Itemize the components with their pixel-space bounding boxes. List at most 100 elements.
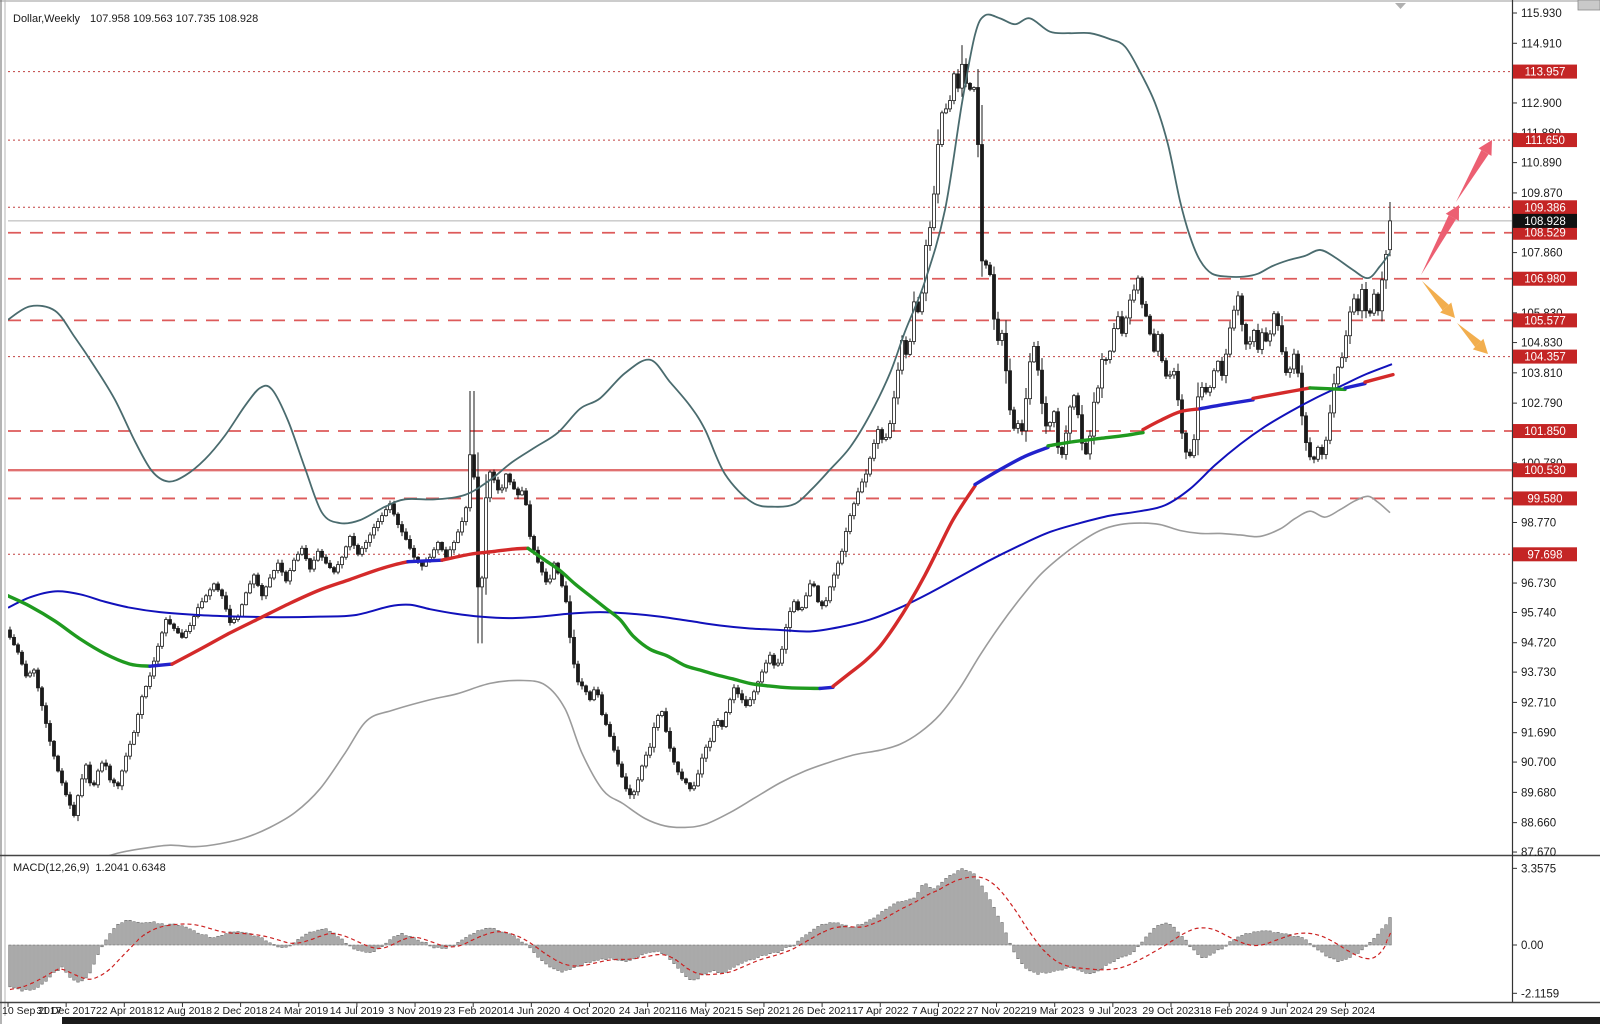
orange-trend-arrow-head-2[interactable] (1440, 302, 1455, 318)
macd-histogram-bar (1132, 944, 1136, 953)
candle-body (1060, 446, 1064, 455)
trend-ma-segment-red (1141, 407, 1202, 432)
macd-histogram-bar (592, 944, 596, 962)
x-axis-date-label: 23 Feb 2020 (444, 1005, 503, 1017)
level-price-label-113.957-box[interactable] (1513, 64, 1577, 79)
macd-histogram-bar (980, 885, 984, 946)
candle-body (1220, 360, 1224, 376)
level-price-label-99.580-box[interactable] (1513, 491, 1577, 506)
candle-body (816, 585, 820, 603)
candle-body (552, 562, 556, 580)
level-price-label-111.650[interactable]: 111.650 (1525, 135, 1565, 147)
macd-histogram-bar (1248, 933, 1252, 946)
macd-histogram-bar (736, 944, 740, 966)
current-price-label[interactable]: 108.928 (1524, 216, 1566, 228)
level-price-label-108.529[interactable]: 108.529 (1524, 228, 1566, 240)
candle-body (1216, 360, 1220, 372)
candle-body (92, 782, 96, 786)
level-price-label-97.698[interactable]: 97.698 (1527, 549, 1562, 561)
ohlc-values: 107.958 109.563 107.735 108.928 (90, 13, 259, 25)
candle-body (292, 559, 296, 571)
candle-body (624, 776, 628, 790)
macd-histogram-bar (180, 925, 184, 946)
candle-body (544, 571, 548, 583)
axis-corner-button[interactable] (1577, 0, 1600, 11)
macd-histogram-bar (552, 944, 556, 970)
candle-body (1252, 329, 1256, 343)
level-price-label-105.577[interactable]: 105.577 (1524, 315, 1566, 327)
macd-histogram-bar (1260, 930, 1264, 946)
candle-body (880, 429, 884, 440)
candle-body (1016, 423, 1020, 429)
macd-histogram-bar (1128, 944, 1132, 955)
orange-trend-arrow-shaft-3[interactable] (1457, 323, 1482, 348)
candle-body (1144, 303, 1148, 317)
bottom-scrollbar[interactable] (62, 1017, 1600, 1024)
candle-body (296, 553, 300, 561)
level-price-label-111.650-box[interactable] (1513, 133, 1577, 148)
level-price-label-105.577-box[interactable] (1513, 313, 1577, 328)
macd-histogram-bar (1004, 932, 1008, 946)
candle-body (1224, 353, 1228, 376)
pink-trend-arrow-head-0[interactable] (1445, 205, 1459, 221)
level-price-label-109.386-box[interactable] (1513, 200, 1577, 215)
macd-histogram-bar (744, 944, 748, 962)
macd-histogram-bar (192, 930, 196, 946)
level-price-label-101.850[interactable]: 101.850 (1524, 426, 1566, 438)
macd-histogram-bar (1084, 944, 1088, 974)
candle-body (104, 762, 108, 767)
level-price-label-109.386[interactable]: 109.386 (1524, 202, 1566, 214)
level-price-label-106.980[interactable]: 106.980 (1524, 274, 1566, 286)
macd-histogram-bar (116, 923, 120, 946)
level-price-label-100.530-box[interactable] (1513, 463, 1577, 478)
candle-body (452, 541, 456, 551)
macd-histogram-bar (504, 932, 508, 946)
current-price-label-box[interactable] (1513, 213, 1577, 228)
x-axis-date-label: 29 Oct 2023 (1142, 1005, 1199, 1017)
level-price-label-106.980-box[interactable] (1513, 271, 1577, 286)
level-price-label-104.357[interactable]: 104.357 (1524, 352, 1566, 364)
macd-histogram-bar (880, 911, 884, 946)
macd-histogram-bar (808, 931, 812, 946)
candle-body (80, 778, 84, 797)
macd-histogram-bar (1200, 944, 1204, 958)
y-axis-tick-label: 88.660 (1521, 818, 1556, 830)
macd-histogram-bar (1148, 932, 1152, 946)
macd-histogram-bar (416, 939, 420, 946)
candle-body (1028, 361, 1032, 400)
pink-trend-arrow-head-1[interactable] (1478, 140, 1492, 156)
level-price-label-100.530[interactable]: 100.530 (1524, 465, 1566, 477)
macd-histogram-bar (604, 944, 608, 960)
candle-body (796, 601, 800, 611)
y-axis-tick-label: 89.680 (1521, 787, 1556, 799)
level-price-label-97.698-box[interactable] (1513, 547, 1577, 562)
macd-histogram-bar (860, 923, 864, 946)
level-price-label-99.580[interactable]: 99.580 (1527, 493, 1562, 505)
level-price-label-101.850-box[interactable] (1513, 424, 1577, 439)
macd-histogram-bar (1032, 944, 1036, 973)
macd-histogram-bar (300, 936, 304, 946)
candle-body (440, 541, 444, 551)
orange-trend-arrow-shaft-2[interactable] (1422, 281, 1449, 311)
macd-histogram-bar (124, 920, 128, 946)
candle-body (352, 536, 356, 546)
level-price-label-108.529-box[interactable] (1513, 225, 1577, 240)
pink-trend-arrow-shaft-1[interactable] (1456, 149, 1489, 202)
candle-body (52, 740, 56, 757)
level-price-label-113.957[interactable]: 113.957 (1525, 67, 1566, 79)
macd-histogram-bar (1068, 944, 1072, 968)
x-axis-date-label: 19 Mar 2023 (1025, 1005, 1084, 1017)
candle-body (1204, 386, 1208, 393)
candle-body (176, 628, 180, 634)
macd-histogram-bar (268, 942, 272, 946)
macd-pane (8, 868, 1393, 992)
macd-histogram-bar (776, 944, 780, 953)
level-price-label-104.357-box[interactable] (1513, 349, 1577, 364)
price-axis[interactable]: 115.930114.910112.900111.880110.890109.8… (1512, 8, 1577, 1000)
pink-trend-arrow-shaft-0[interactable] (1421, 215, 1457, 275)
orange-trend-arrow-head-3[interactable] (1472, 338, 1488, 354)
candle-body (1260, 332, 1264, 350)
auto-scroll-marker-icon[interactable] (1395, 3, 1406, 9)
y-axis-tick-label: 109.870 (1521, 188, 1563, 200)
